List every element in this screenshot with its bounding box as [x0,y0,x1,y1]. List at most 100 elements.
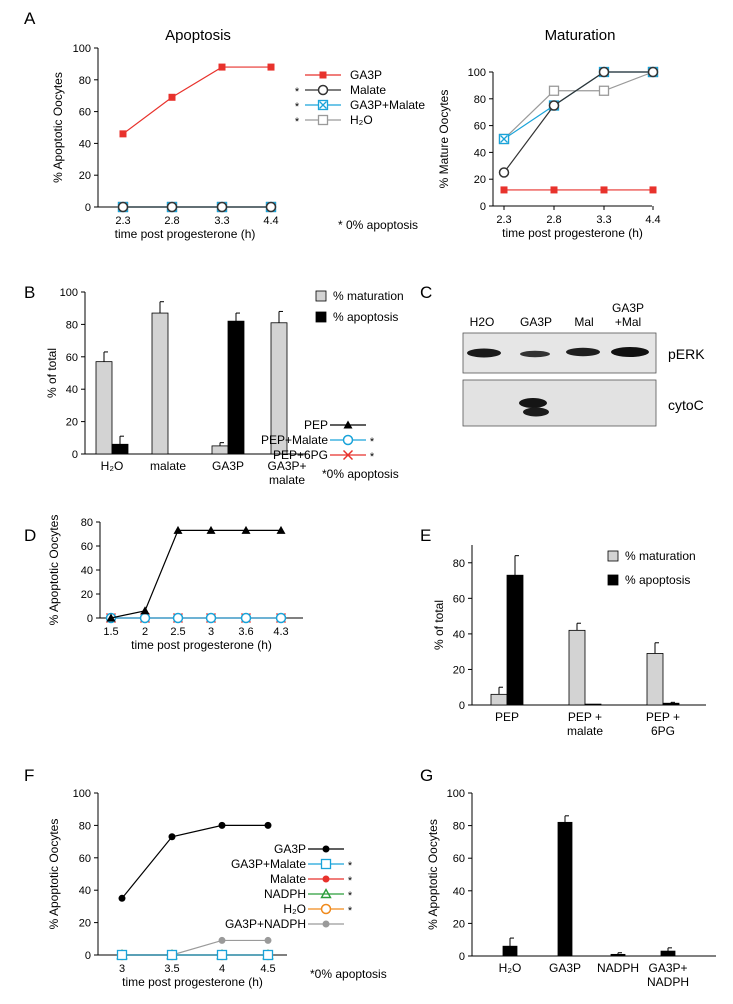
y-tick-label: 20 [474,174,486,186]
bar [557,821,573,957]
chart-g-bar: 0 20 40 60 80 100 % Apoptotic Oocytes H₂O GA3P NA… [426,788,716,989]
data-point [276,525,286,534]
blot-band [523,407,549,417]
data-point [320,888,332,899]
bar [95,361,113,455]
x-tick-label: 2.3 [115,215,130,227]
chart-title: Apoptosis [165,27,231,44]
x-tick-label: 2.3 [496,214,511,226]
y-tick-label: 40 [79,138,91,150]
y-tick-label: 80 [81,517,93,529]
x-category-label: malate [150,459,186,473]
y-tick-label: 60 [79,107,91,119]
x-tick-label: 3 [208,626,214,638]
y-tick-label: 20 [81,589,93,601]
series-line [122,939,268,956]
y-tick-label: 60 [453,853,465,865]
data-point [319,71,327,79]
legend-label: H₂O [283,902,306,916]
bar [111,443,129,455]
y-axis-label: % Apoptotic Oocytes [47,819,61,930]
x-tick-label: 3.3 [596,214,611,226]
data-point [322,920,330,928]
blot-band [566,347,600,357]
y-axis-label: % Apoptotic Oocytes [426,819,440,930]
y-tick-label: 100 [60,287,78,299]
chart-d-line: 0 20 40 60 80 % Apoptotic Oocytes 1.5 2 2.5 3 3.6 4… [47,418,375,652]
panel-letter-e: E [420,526,431,545]
x-tick-label: 2.8 [546,214,561,226]
x-category-label: GA3P [212,459,244,473]
x-axis-label: time post progesterone (h) [131,638,272,652]
y-tick-label: 0 [459,951,465,963]
y-tick-label: 80 [453,558,465,570]
series-line [503,71,653,173]
panel-f-footnote: *0% apoptosis [310,967,387,981]
x-category-label: GA3P+ [267,459,306,473]
blot-lane-label: Mal [574,315,593,329]
legend-label: PEP [304,418,328,432]
data-point [264,936,272,944]
y-axis-label: % Mature Oocytes [437,90,451,189]
data-point [322,875,330,883]
y-tick-label: 100 [447,788,465,800]
bar [502,945,518,957]
x-tick-label: 3 [119,963,125,975]
x-axis-label: time post progesterone (h) [502,226,643,240]
panel-letter-f: F [24,766,34,785]
data-point [322,845,330,853]
y-tick-label: 60 [81,541,93,553]
y-axis-label: % of total [45,348,59,398]
data-point [262,949,274,961]
y-axis-label: % Apoptotic Oocytes [47,515,61,626]
legend-label: H₂O [350,113,373,127]
x-tick-label: 3.5 [164,963,179,975]
data-point [264,821,272,829]
legend-label: GA3P+NADPH [225,917,306,931]
data-point [317,114,329,126]
data-point [172,612,184,624]
legend-label: PEP+Malate [261,433,328,447]
data-point [598,85,610,96]
x-tick-label: 4 [219,963,225,975]
blot-lane-label-bottom: +Mal [615,315,641,329]
legend-star: * [348,890,353,902]
legend-label: % apoptosis [333,310,398,324]
data-point [168,833,176,841]
x-tick-label: 3.6 [238,626,253,638]
panel-letter-b: B [24,283,35,302]
y-tick-label: 40 [66,384,78,396]
bar [211,445,229,455]
legend-swatch [315,290,327,302]
y-tick-label: 80 [66,319,78,331]
legend-label: PEP+6PG [273,448,328,462]
legend-star: * [370,436,375,448]
data-point [216,201,228,213]
x-category-label: GA3P+ [648,961,687,975]
x-tick-label: 4.4 [645,214,660,226]
data-point [317,84,329,96]
y-tick-label: 100 [73,788,91,800]
y-tick-label: 20 [79,170,91,182]
x-tick-label: 2.5 [170,626,185,638]
blot-band [467,348,501,358]
panel-letter-a: A [24,9,36,28]
chart-b-bar: 0 20 40 60 80 100 % of total H₂O malate GA3P GA3P+… [45,287,404,487]
data-point [319,101,327,109]
x-category-label: malate [567,724,603,738]
legend-label: GA3P+Malate [350,98,425,112]
legend-star: * [348,860,353,872]
x-tick-label: 4.5 [260,963,275,975]
y-tick-label: 0 [72,449,78,461]
data-point [647,66,659,78]
series-line [122,66,271,135]
series-line [503,71,653,140]
data-point [218,936,226,944]
panel-letter-g: G [420,766,433,785]
y-tick-label: 0 [87,613,93,625]
data-point [205,612,217,624]
x-axis-label: time post progesterone (h) [122,975,263,989]
y-tick-label: 80 [79,820,91,832]
y-tick-label: 80 [453,821,465,833]
